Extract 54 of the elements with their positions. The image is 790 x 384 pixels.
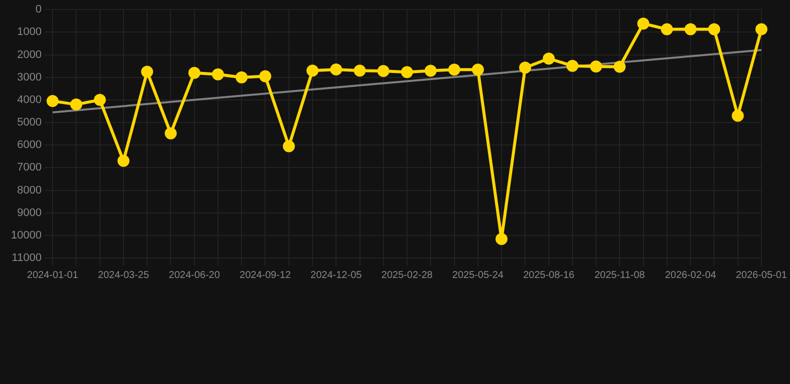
point (732, 110, 744, 122)
point (401, 66, 414, 78)
y-tick-label: 1000 (17, 26, 42, 38)
point (306, 64, 318, 77)
point (472, 64, 484, 76)
point (424, 64, 437, 77)
point (684, 23, 697, 36)
x-tick-label: 2025-08-16 (523, 270, 575, 281)
point (117, 154, 130, 167)
point (141, 66, 154, 78)
y-tick-label: 5000 (17, 116, 42, 129)
point (212, 68, 224, 80)
point (660, 23, 673, 36)
point (755, 23, 768, 36)
point (637, 18, 650, 30)
y-tick-label: 4000 (17, 94, 42, 106)
y-tick-label: 8000 (17, 184, 42, 196)
y-tick-label: 2000 (17, 48, 42, 61)
point (519, 62, 532, 74)
x-tick-label: 2024-12-05 (310, 270, 362, 281)
x-tick-label: 2025-02-28 (381, 270, 434, 281)
point (590, 60, 602, 73)
y-tick-label: 11000 (12, 252, 42, 264)
y-tick-label: 3000 (17, 71, 42, 84)
point (259, 70, 272, 82)
point (708, 23, 720, 36)
x-tick-label: 2024-03-25 (98, 270, 150, 281)
point (496, 233, 508, 246)
point (70, 98, 82, 110)
x-tick-label: 2024-06-20 (168, 270, 220, 281)
point (448, 64, 460, 76)
x-tick-label: 2024-09-12 (240, 270, 292, 281)
y-tick-label: 0 (35, 4, 42, 16)
y-tick-label: 10000 (10, 229, 42, 242)
point (164, 127, 177, 140)
x-tick-label: 2024-01-01 (27, 270, 79, 281)
point (614, 60, 626, 73)
point (542, 52, 555, 65)
point (236, 71, 248, 84)
y-tick-label: 9000 (17, 206, 42, 219)
point (46, 95, 59, 108)
x-tick-label: 2026-05-01 (736, 270, 788, 281)
x-tick-label: 2026-02-04 (664, 270, 717, 281)
point (282, 140, 295, 152)
y-tick-label: 7000 (17, 162, 42, 174)
point (354, 64, 366, 77)
y-tick-label: 6000 (17, 139, 42, 152)
point (188, 66, 200, 79)
point (94, 94, 106, 106)
x-tick-label: 2025-11-08 (594, 270, 646, 281)
point (566, 60, 578, 72)
point (377, 65, 390, 78)
x-tick-label: 2025-05-24 (452, 270, 504, 281)
point (330, 63, 342, 76)
